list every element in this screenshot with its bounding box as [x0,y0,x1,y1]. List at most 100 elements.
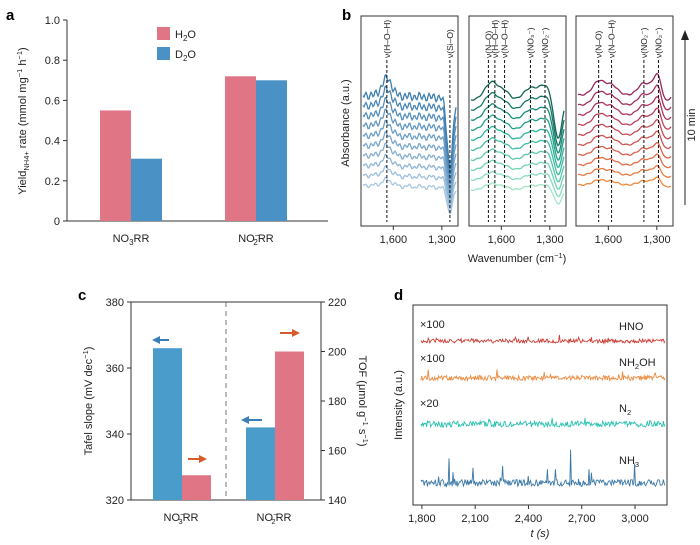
panel-c-y-label-left: Tafel slope (mV dec−1) [81,347,95,456]
panel-a-y-ticks: 0 0.2 0.4 0.6 0.8 1.0 [45,15,67,228]
annotation-label: ν(N–O) [594,30,604,58]
panel-b-xtick-label: 1,300 [428,234,456,246]
annotation-label: ν(NO₂⁻) [540,27,550,58]
n2-label: N2 [619,403,631,417]
panel-c-y-ticks-left: 320 340 360 380 [106,297,131,507]
panel-c-y-label-right: TOF (μmol g−1 s−1) [356,355,370,446]
panel-c-bars [153,348,304,500]
panel-b-subpanel-2: 1,600 1,300 ν(N–O)ν(H–O–H) ν(N–O–H) ν(NO₃⁻) ν… [470,20,565,246]
panel-d-xtick-label: 2,400 [515,513,543,525]
panel-c-category-0: NO− 3RR [164,510,199,526]
panel-b-xtick-label: 1,300 [536,234,564,246]
hno-multiplier: ×100 [420,319,445,331]
bar-tafel-1 [246,427,275,500]
spectrum-line [577,153,672,169]
panel-b-label: b [342,7,351,24]
nh2oh-multiplier: ×100 [420,353,445,365]
spectrum-line [470,159,565,190]
panel-c-y-ticks-right: 140 160 180 200 220 [321,297,346,507]
annotation-label: ν(H–O–H) [490,20,500,58]
spectrum-line [470,114,565,161]
panel-b-subpanel-2-frame [468,15,567,227]
spectrum-line [577,141,672,159]
panel-c-ytick-left-label: 380 [106,297,124,309]
panel-c-ytick-right-label: 200 [328,347,346,359]
trace-nh3 [420,449,666,488]
time-arrow-label: 10 min [686,108,698,141]
spectrum-line [470,182,565,205]
annotation-label: ν(Si–O) [445,29,455,58]
spectrum-line [470,170,565,198]
spectrum-line [470,125,565,169]
spectrum-line [470,137,565,176]
spectrum-line [577,118,672,140]
bar-h2o-0 [100,110,131,221]
spectrum-line [362,165,457,211]
panel-b-subpanel-3: 1,600 1,300 ν(N–O) ν(N–O–H) ν(NO₂⁻) ν(NO₂⁻) [577,20,672,246]
panel-c-ytick-left-label: 360 [106,363,124,375]
spectrum-line [577,176,672,188]
legend-h2o-swatch [157,27,170,40]
panel-a-bars [100,76,287,221]
annotation-label: ν(NO₂⁻) [653,27,663,58]
legend-d2o-swatch [157,47,170,60]
panel-c-ytick-right-label: 160 [328,446,346,458]
annotation-label: ν(N–O–H) [607,20,617,58]
trace-n2 [420,417,666,429]
panel-a: a 00.20.40.60.81.0 H2O D2O NO3RR NO− 2RR … [6,7,328,247]
bar-h2o-1 [225,76,256,221]
panel-b-xtick-label: 1,600 [380,234,408,246]
panel-c-category-1: NO− 2RR [257,510,292,526]
spectrum-line [362,96,457,180]
panel-a-ytick-label: 1.0 [45,15,60,27]
panel-a-category-1: NO− 2RR [238,231,274,247]
spectrum-line [470,91,565,147]
spectrum-line [362,130,457,197]
panel-d-xtick-label: 3,000 [621,513,649,525]
panel-c-label: c [78,287,86,304]
spectrum-line [362,73,457,170]
panel-c-ytick-right-label: 220 [328,297,346,309]
n2-multiplier: ×20 [420,398,439,410]
spectrum-line [577,72,672,101]
panel-b-subpanel-3-frame [575,15,674,227]
spectrum-line [577,107,672,130]
bar-tof-0 [182,475,211,500]
annotation-label: ν(NO₂⁻) [639,27,649,58]
panel-a-y-label: YieldNH4+ rate (mmol mg−1 h−1) [15,47,31,194]
panel-d-x-label: t (s) [531,528,550,540]
panel-a-ytick-label: 0.8 [45,55,60,67]
nh3-label: NH3 [619,455,639,469]
panel-b-subpanel-1-frame [360,15,459,227]
trace-nh2oh [420,369,666,383]
spectrum-line [577,95,672,121]
panel-b: b 1,600 1,300 ν(H–O–H) ν(Si–O) 1,600 1,300 ν(… [340,7,698,265]
bar-d2o-0 [131,158,162,221]
arrow-right-nitrate [188,455,207,463]
panel-d-traces [420,334,666,488]
panel-d-xtick-label: 2,700 [568,513,596,525]
panel-d-y-label: Intensity (a.u.) [393,370,405,440]
panel-c-ytick-right-label: 140 [328,495,346,507]
panel-d-x-ticks: 1,800 2,100 2,400 2,700 3,000 [408,505,649,525]
panel-d-xtick-label: 1,800 [408,513,436,525]
panel-b-y-label: Absorbance (a.u.) [340,79,352,166]
legend-d2o-label: D2O [175,49,196,63]
annotation-label: ν(N–O) [483,30,493,58]
panel-d-label: d [394,287,403,304]
arrow-left-nitrate [152,336,169,344]
legend-h2o-label: H2O [175,29,196,43]
panel-c-ytick-left-label: 320 [106,495,124,507]
spectrum-line [470,80,565,140]
panel-b-xtick-label: 1,300 [643,234,671,246]
spectrum-line [577,130,672,150]
panel-c: c 320 340 360 380 140 160 180 200 220 NO− 3RR NO… [78,287,370,526]
spectrum-line [362,85,457,175]
panel-d-xtick-label: 2,100 [461,513,489,525]
annotation-label: ν(N–O–H) [500,20,510,58]
panel-a-label: a [6,7,15,24]
panel-b-subpanel-1: 1,600 1,300 ν(H–O–H) ν(Si–O) [362,20,457,246]
panel-a-ytick-label: 0.6 [45,95,60,107]
